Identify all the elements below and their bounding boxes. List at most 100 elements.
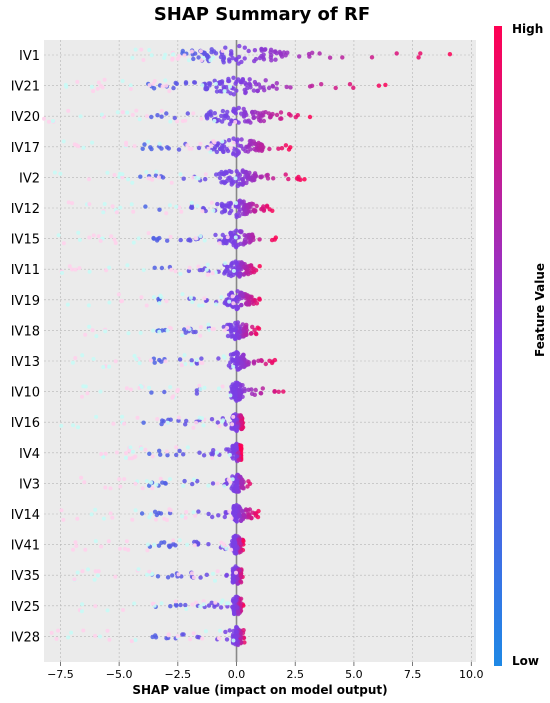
shap-point-faint bbox=[147, 385, 151, 390]
x-tick-label: 7.5 bbox=[404, 668, 422, 681]
shap-point bbox=[139, 511, 145, 516]
shap-point-faint bbox=[200, 361, 205, 365]
shap-point bbox=[243, 89, 248, 95]
shap-point-faint bbox=[101, 210, 106, 215]
shap-point bbox=[215, 201, 220, 207]
shap-point-faint bbox=[99, 452, 104, 456]
shap-point bbox=[244, 332, 249, 337]
shap-point bbox=[253, 387, 258, 393]
y-tick-label: IV4 bbox=[19, 447, 40, 462]
shap-point-faint bbox=[203, 629, 208, 634]
shap-point bbox=[224, 447, 229, 452]
shap-point bbox=[252, 209, 257, 214]
shap-point bbox=[241, 114, 247, 119]
shap-point-faint bbox=[124, 386, 129, 391]
shap-point bbox=[234, 57, 239, 63]
shap-point bbox=[237, 43, 242, 49]
shap-point bbox=[217, 175, 223, 181]
shap-point bbox=[210, 481, 216, 486]
shap-point-faint bbox=[91, 233, 96, 238]
shap-point bbox=[165, 238, 170, 243]
shap-point-faint bbox=[129, 639, 134, 644]
shap-point bbox=[219, 119, 225, 124]
shap-point bbox=[226, 138, 232, 143]
shap-point-faint bbox=[156, 175, 161, 180]
shap-point-faint bbox=[144, 303, 149, 308]
shap-point bbox=[227, 57, 232, 62]
shap-point-faint bbox=[128, 83, 133, 88]
shap-point bbox=[238, 414, 244, 420]
shap-point-faint bbox=[52, 170, 57, 175]
shap-point-faint bbox=[80, 394, 84, 399]
shap-point bbox=[244, 300, 249, 306]
shap-point bbox=[211, 448, 216, 453]
shap-point-faint bbox=[75, 570, 80, 575]
shap-point bbox=[229, 182, 234, 187]
shap-point-faint bbox=[94, 414, 99, 419]
shap-point bbox=[351, 85, 356, 91]
shap-point bbox=[231, 92, 237, 97]
shap-point-faint bbox=[125, 110, 130, 115]
shap-point-faint bbox=[70, 201, 75, 206]
shap-point bbox=[269, 237, 275, 243]
shap-point-faint bbox=[70, 360, 75, 365]
shap-point bbox=[140, 146, 145, 151]
shap-point bbox=[240, 364, 245, 369]
shap-point bbox=[230, 566, 236, 571]
shap-point-faint bbox=[170, 57, 175, 62]
shap-point-faint bbox=[132, 601, 137, 606]
shap-point-faint bbox=[120, 79, 125, 83]
shap-point bbox=[226, 292, 232, 297]
shap-point-faint bbox=[230, 294, 235, 299]
shap-point bbox=[201, 453, 207, 458]
shap-point-faint bbox=[76, 425, 80, 430]
shap-point bbox=[246, 360, 251, 365]
shap-point bbox=[307, 114, 313, 120]
y-tick-label: IV21 bbox=[11, 80, 40, 95]
shap-point-faint bbox=[180, 292, 185, 297]
shap-point-faint bbox=[201, 423, 206, 428]
x-axis-label: SHAP value (impact on model output) bbox=[132, 683, 387, 697]
shap-point bbox=[230, 579, 235, 584]
shap-point-faint bbox=[61, 139, 66, 144]
shap-point-faint bbox=[119, 299, 124, 304]
shap-point bbox=[206, 603, 212, 608]
shap-point bbox=[196, 509, 201, 514]
shap-point-faint bbox=[173, 599, 178, 604]
shap-point-faint bbox=[164, 299, 169, 304]
shap-point bbox=[168, 604, 173, 609]
shap-point bbox=[256, 508, 261, 514]
shap-point-faint bbox=[163, 52, 168, 57]
shap-point-faint bbox=[231, 364, 236, 369]
shap-point-faint bbox=[234, 570, 238, 575]
shap-point-faint bbox=[128, 87, 133, 91]
shap-point bbox=[234, 605, 240, 610]
shap-point bbox=[244, 211, 249, 216]
shap-point bbox=[183, 602, 188, 608]
shap-point-faint bbox=[80, 353, 85, 358]
y-tick-label: IV3 bbox=[19, 477, 40, 492]
shap-point-faint bbox=[110, 515, 115, 520]
shap-point bbox=[250, 510, 255, 515]
shap-point-faint bbox=[189, 49, 194, 54]
shap-point-faint bbox=[144, 170, 149, 175]
shap-point bbox=[241, 512, 247, 518]
shap-point bbox=[238, 579, 243, 584]
shap-point bbox=[152, 360, 157, 365]
shap-point-faint bbox=[182, 53, 187, 58]
shap-point-faint bbox=[60, 270, 64, 275]
shap-point-faint bbox=[93, 604, 98, 609]
shap-point bbox=[347, 82, 353, 87]
shap-point bbox=[264, 173, 269, 178]
shap-point-faint bbox=[187, 58, 191, 63]
colorbar-title: Feature Value bbox=[533, 263, 547, 357]
colorbar-high-label: High bbox=[512, 22, 543, 36]
y-tick-label: IV10 bbox=[11, 386, 40, 401]
shap-point bbox=[236, 610, 241, 615]
shap-point-faint bbox=[185, 542, 190, 547]
shap-point bbox=[220, 108, 226, 114]
shap-point-faint bbox=[229, 547, 234, 552]
shap-point-faint bbox=[202, 296, 207, 301]
y-tick-label: IV14 bbox=[11, 508, 40, 523]
